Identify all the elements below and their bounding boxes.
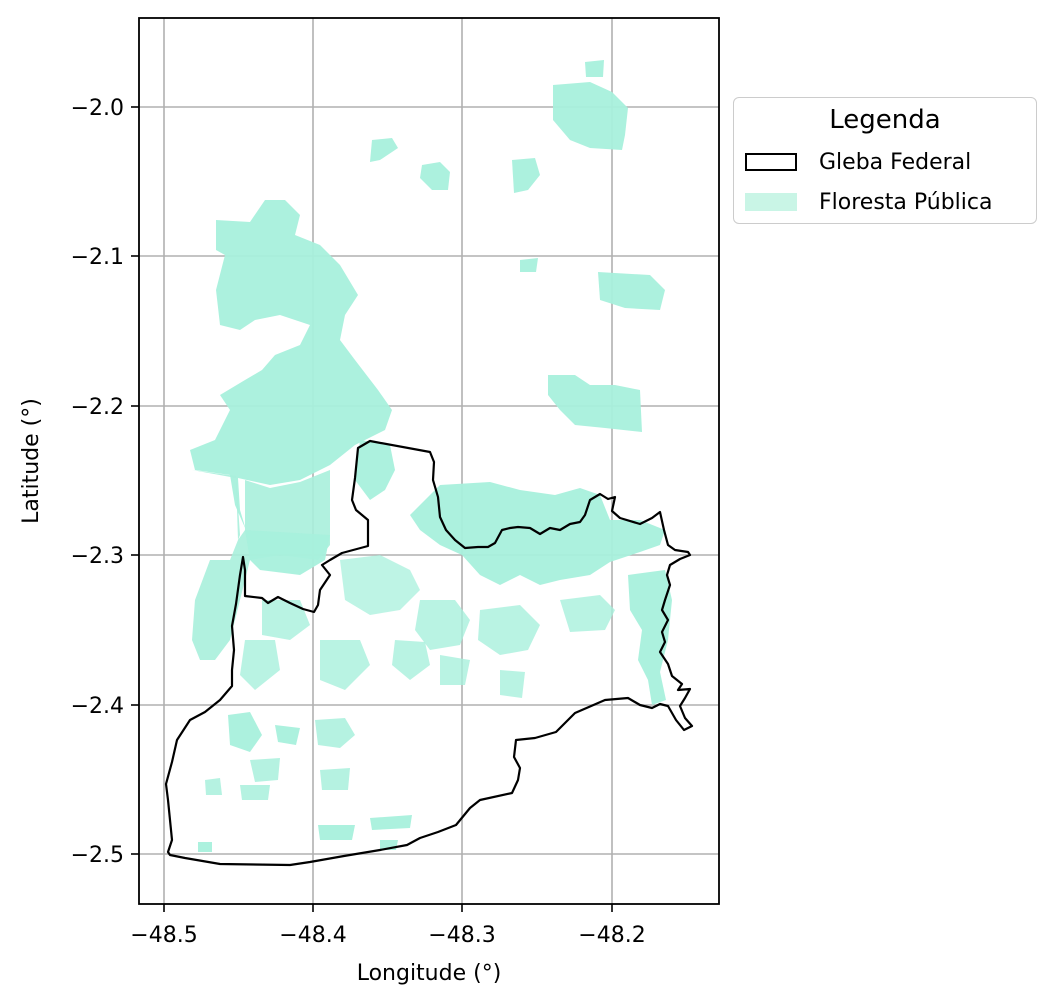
legend-swatch-fill [745, 193, 797, 211]
gleba-federal-boundary [164, 439, 694, 867]
legend-item-floresta-publica: Floresta Pública [745, 189, 992, 215]
legend-label: Gleba Federal [819, 149, 972, 175]
forest-patch-c11 [440, 655, 470, 685]
forest-patch-s2 [275, 725, 300, 745]
forest-areas [190, 60, 672, 852]
forest-patch-n8 [548, 375, 642, 432]
x-axis-label: Longitude (°) [357, 961, 502, 986]
legend: Legenda Gleba Federal Floresta Pública [733, 97, 1037, 224]
forest-patch-c6 [560, 595, 615, 632]
forest-patch-s4 [250, 758, 280, 782]
forest-patch-c8 [240, 640, 280, 690]
forest-patch-n5 [512, 158, 540, 193]
tick-marks [131, 106, 613, 912]
legend-label: Floresta Pública [819, 189, 993, 215]
forest-patch-c7 [262, 600, 310, 640]
forest-patch-c4 [415, 600, 470, 650]
x-tick-label: −48.2 [578, 923, 645, 948]
forest-patch-s8 [370, 815, 412, 830]
forest-patch-n4 [420, 162, 450, 190]
forest-patch-s11 [205, 778, 222, 795]
y-tick-label: −2.4 [71, 694, 124, 719]
forest-patch-c5 [478, 605, 540, 655]
forest-patch-c3 [340, 555, 420, 615]
forest-patch-n7 [520, 258, 538, 272]
x-tick-label: −48.5 [130, 923, 197, 948]
forest-patch-c2 [355, 440, 395, 500]
forest-patch-s3 [315, 718, 355, 748]
forest-patch-nw [190, 200, 392, 530]
forest-patch-w1 [192, 470, 330, 660]
forest-patch-c9 [320, 640, 370, 690]
legend-item-gleba-federal: Gleba Federal [745, 149, 971, 175]
y-axis-label: Latitude (°) [19, 398, 44, 524]
y-tick-label: −2.3 [71, 544, 124, 569]
forest-patch-s5 [240, 785, 270, 800]
forest-patch-s7 [318, 825, 355, 840]
forest-patch-n3 [370, 138, 398, 162]
forest-patch-s6 [320, 768, 350, 790]
forest-patch-s1 [228, 712, 262, 752]
y-tick-label: −2.5 [71, 843, 124, 868]
forest-patch-c12 [500, 670, 525, 698]
y-tick-label: −2.2 [71, 395, 124, 420]
y-tick-label: −2.0 [71, 96, 124, 121]
legend-title: Legenda [829, 105, 941, 135]
forest-patch-c10 [392, 640, 430, 680]
forest-patch-n1 [553, 82, 628, 150]
forest-patch-e1 [628, 570, 672, 705]
legend-swatch-outline [745, 153, 797, 171]
axes-frame [138, 17, 720, 905]
forest-patch-n6 [598, 272, 665, 310]
forest-patch-w2 [245, 530, 330, 575]
forest-patch-n2 [585, 60, 604, 77]
forest-patch-s9 [198, 842, 212, 852]
x-tick-label: −48.4 [279, 923, 346, 948]
x-tick-label: −48.3 [428, 923, 495, 948]
y-tick-label: −2.1 [71, 245, 124, 270]
